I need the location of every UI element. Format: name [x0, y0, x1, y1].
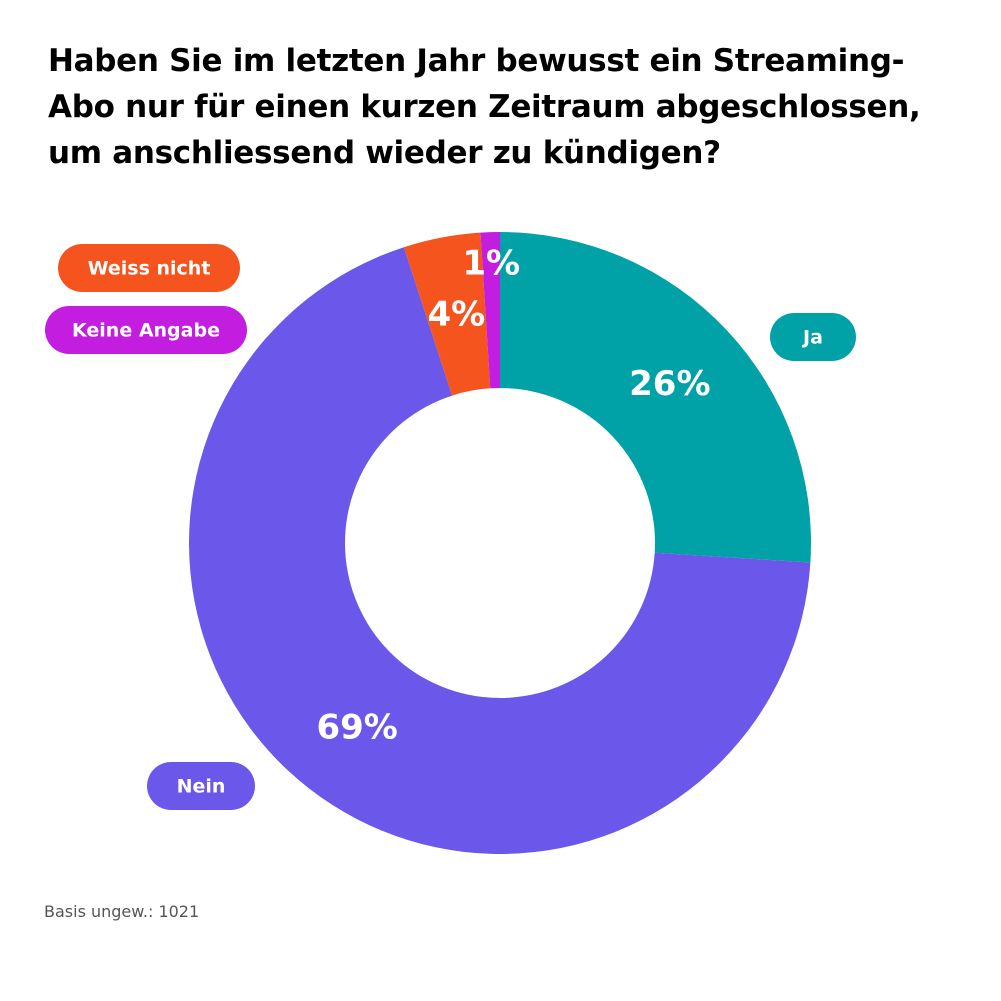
slice [188, 247, 811, 855]
slice [403, 232, 491, 396]
value-label: 4% [427, 295, 485, 335]
legend-pill [58, 244, 240, 292]
slice [480, 232, 500, 389]
value-label: 26% [629, 364, 710, 404]
chart-title: Haben Sie im letzten Jahr bewusst ein St… [48, 43, 921, 171]
value-label: 69% [316, 708, 397, 748]
legend-pill [147, 762, 255, 810]
legend-label: Weiss nicht [88, 258, 211, 280]
legend-pill [770, 313, 856, 361]
legend-label: Nein [177, 776, 226, 798]
legend-pill [45, 306, 247, 354]
value-label: 1% [462, 244, 520, 284]
note: Basis ungew.: 1021 [44, 902, 200, 921]
slice [500, 232, 811, 563]
legend-label: Ja [801, 327, 823, 349]
legend-label: Keine Angabe [72, 320, 220, 342]
